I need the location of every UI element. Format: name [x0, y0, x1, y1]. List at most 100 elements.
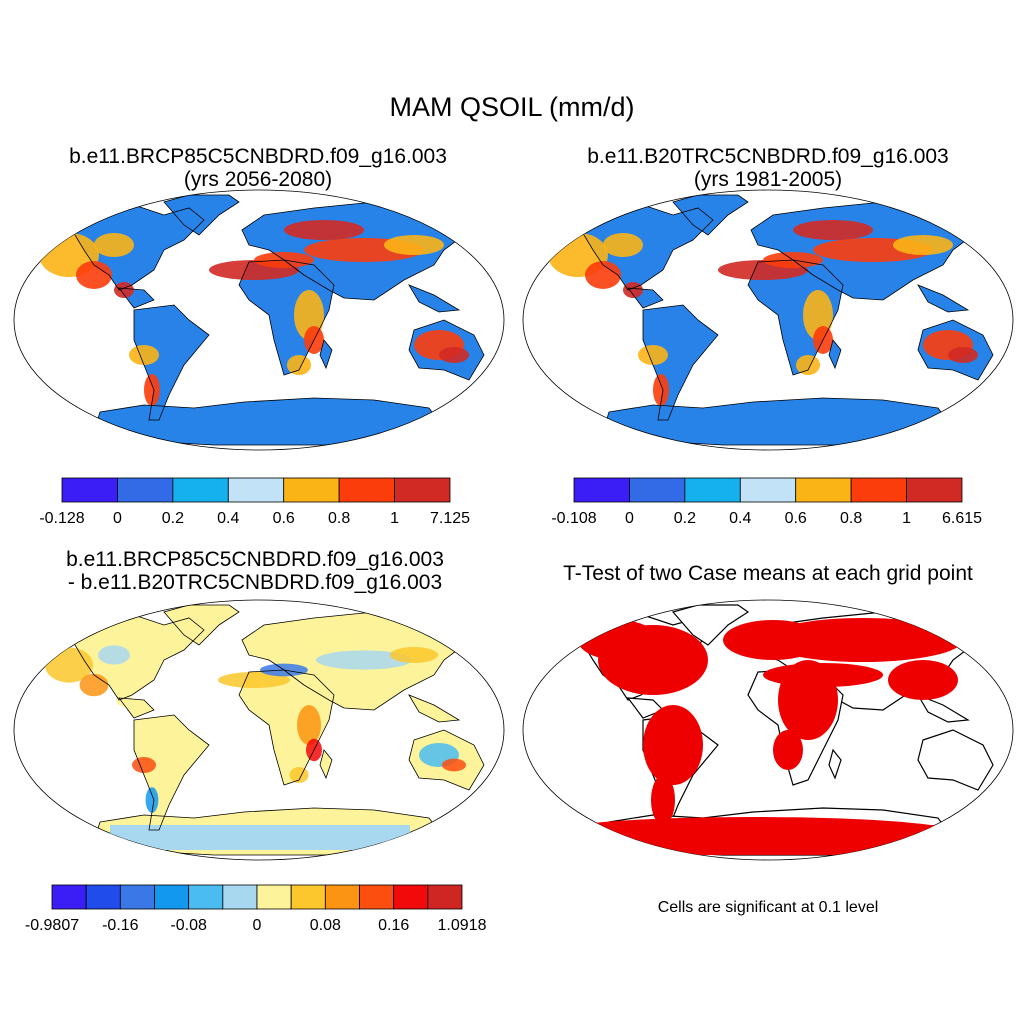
panel-title-diff: b.e11.BRCP85C5CNBDRD.f09_g16.003 - b.e11…: [5, 548, 505, 594]
field-patch: [653, 374, 669, 406]
significant-cells: [763, 618, 963, 662]
map-border: [13, 599, 505, 861]
colorbar-swatch: [117, 477, 174, 503]
colorbar-label: -0.128: [39, 510, 84, 527]
colorbar-swatch: [573, 477, 630, 503]
colorbar-label: 1: [902, 510, 911, 527]
colorbar-swatch: [119, 884, 155, 910]
significant-cells: [773, 730, 803, 770]
colorbar-swatch: [795, 477, 852, 503]
colorbar-label: 0.2: [674, 510, 696, 527]
panel-title-case1: b.e11.BRCP85C5CNBDRD.f09_g16.003 (yrs 20…: [8, 145, 508, 191]
colorbar-swatch: [394, 477, 451, 503]
field-patch: [948, 347, 978, 363]
panel-title-ttest: T-Test of two Case means at each grid po…: [563, 562, 973, 585]
map-border: [522, 599, 1014, 861]
field-patch: [439, 347, 469, 363]
field-patch: [297, 705, 321, 745]
field-patch: [292, 632, 356, 648]
colorbar-label: 0.2: [162, 510, 184, 527]
field-patch: [110, 825, 410, 850]
panel-title-case2: b.e11.B20TRC5CNBDRD.f09_g16.003 (yrs 198…: [518, 145, 1018, 191]
colorbar-label: 0.08: [310, 917, 341, 934]
field-patch: [603, 233, 643, 257]
panel-title-case1-line1: b.e11.BRCP85C5CNBDRD.f09_g16.003: [69, 145, 447, 168]
panel-title-case2-line1: b.e11.B20TRC5CNBDRD.f09_g16.003: [587, 145, 949, 168]
significant-cells: [651, 775, 675, 825]
field-patch: [623, 282, 643, 298]
field-patch: [390, 647, 438, 663]
colorbar-label: 7.125: [430, 510, 470, 527]
field-patch: [289, 767, 309, 783]
panel-title-case2-line2: (yrs 1981-2005): [693, 168, 843, 191]
figure-title: MAM QSOIL (mm/d): [389, 92, 635, 122]
colorbar-label: 0: [625, 510, 634, 527]
significant-cells: [643, 705, 703, 785]
colorbar-label: 0.8: [840, 510, 862, 527]
field-patch: [796, 355, 820, 375]
field-patch: [94, 233, 134, 257]
colorbar-swatch: [427, 884, 463, 910]
map-panel-ttest: [522, 599, 1014, 861]
colorbar-case2: -0.108 0 0.2 0.4 0.6 0.8 1 6.615: [551, 477, 982, 527]
significant-cells: [578, 620, 658, 660]
colorbar-label: -0.9807: [25, 917, 79, 934]
significant-cells: [763, 663, 883, 687]
field-patch: [114, 282, 134, 298]
colorbar-label: 0.6: [273, 510, 295, 527]
field-patch: [129, 345, 159, 365]
field-patch: [145, 787, 159, 813]
colorbar-label: 0: [113, 510, 122, 527]
panel-title-diff-line1: b.e11.BRCP85C5CNBDRD.f09_g16.003: [66, 548, 444, 571]
colorbar-swatch: [154, 884, 190, 910]
field-overlay-case1: [39, 220, 469, 406]
colorbar-label: 0.4: [729, 510, 751, 527]
field-patch: [76, 261, 112, 289]
field-patch: [132, 757, 156, 773]
colorbar-swatch: [393, 884, 429, 910]
colorbar-swatch: [324, 884, 360, 910]
field-patch: [585, 261, 621, 289]
field-patch: [384, 235, 444, 255]
colorbar-swatch: [684, 477, 741, 503]
colorbar-swatch: [51, 884, 87, 910]
colorbar-label: -0.108: [551, 510, 596, 527]
colorbar-swatch: [85, 884, 121, 910]
colorbar-swatch: [256, 884, 292, 910]
field-patch: [287, 355, 311, 375]
field-patch: [442, 758, 466, 772]
significant-cells: [888, 660, 958, 700]
colorbar-label: -0.16: [102, 917, 139, 934]
colorbar-swatch: [338, 477, 395, 503]
colorbar-swatch: [850, 477, 907, 503]
field-overlay-case2: [548, 220, 978, 406]
colorbar-swatch: [188, 884, 224, 910]
map-panel-case1: [13, 189, 505, 451]
colorbar-diff: -0.9807 -0.16 -0.08 0 0.08 0.16 1.0918: [25, 884, 487, 934]
colorbar-swatch: [906, 477, 963, 503]
map-panel-case2: [522, 189, 1014, 451]
colorbar-label: 0.8: [328, 510, 350, 527]
field-patch: [316, 650, 412, 670]
colorbar-swatch: [629, 477, 686, 503]
field-patch: [893, 235, 953, 255]
colorbar-label: 0.4: [217, 510, 239, 527]
colorbar-label: 1: [390, 510, 399, 527]
map-border: [522, 189, 1014, 451]
colorbar-case1: -0.128 0 0.2 0.4 0.6 0.8 1 7.125: [39, 477, 470, 527]
field-patch: [284, 220, 364, 240]
field-patch: [218, 672, 290, 688]
colorbar-swatch: [359, 884, 395, 910]
map-border: [13, 189, 505, 451]
field-patch: [793, 220, 873, 240]
field-patch: [98, 645, 130, 665]
colorbar-label: 0.16: [378, 917, 409, 934]
colorbar-swatch: [172, 477, 229, 503]
field-patch: [638, 345, 668, 365]
significance-note: Cells are significant at 0.1 level: [657, 899, 879, 916]
significant-cells: [600, 825, 945, 855]
colorbar-label: -0.08: [170, 917, 207, 934]
colorbar-label: 0: [253, 917, 262, 934]
field-patch: [79, 673, 109, 697]
